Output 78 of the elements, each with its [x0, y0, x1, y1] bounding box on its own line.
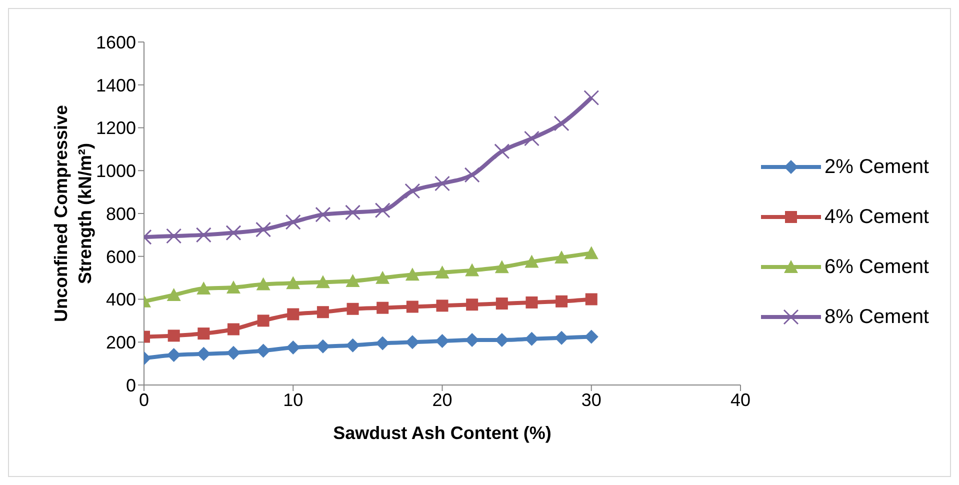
point — [376, 336, 390, 350]
point — [464, 167, 480, 183]
y-tick-label: 600 — [106, 246, 136, 267]
legend-label: 2% Cement — [824, 156, 929, 178]
point — [435, 334, 450, 348]
point — [406, 300, 418, 313]
x-tick-label: 40 — [730, 390, 751, 410]
y-tick-label: 200 — [106, 332, 136, 353]
point — [466, 298, 478, 311]
point — [285, 214, 301, 230]
point — [286, 276, 300, 290]
point — [287, 308, 300, 320]
y-tick-label: 400 — [106, 290, 136, 310]
point — [496, 298, 508, 310]
point — [405, 335, 420, 350]
point — [346, 274, 360, 288]
point — [315, 206, 331, 222]
point — [556, 295, 568, 308]
point — [168, 330, 180, 342]
point — [584, 330, 598, 344]
point — [405, 268, 420, 281]
point — [198, 328, 210, 340]
y-tick-label: 1400 — [96, 75, 136, 96]
legend-label: 4% Cement — [824, 206, 929, 228]
point — [494, 144, 510, 160]
point — [316, 275, 330, 288]
point — [286, 340, 300, 354]
point — [346, 338, 360, 352]
point — [345, 204, 361, 220]
point — [316, 306, 329, 318]
point — [435, 265, 450, 278]
point — [494, 260, 509, 274]
point — [374, 202, 390, 218]
point — [256, 222, 272, 238]
x-tick-label: 30 — [581, 390, 602, 410]
x-tick-label: 20 — [432, 390, 452, 410]
y-axis-title: Unconfined Compressive Strength (kN/m²) — [51, 104, 95, 322]
point — [554, 250, 569, 264]
x-axis-title: Sawdust Ash Content (%) — [333, 423, 552, 443]
point — [524, 332, 539, 346]
point — [585, 293, 598, 306]
y-tick-label: 800 — [106, 204, 136, 224]
point — [257, 314, 270, 327]
point — [526, 296, 538, 308]
point — [436, 300, 448, 312]
legend-label: 6% Cement — [824, 256, 929, 278]
y-tick-label: 1600 — [96, 32, 136, 52]
point — [376, 302, 389, 314]
point — [524, 254, 539, 268]
legend-label: 8% Cement — [824, 306, 929, 328]
x-tick-label: 10 — [283, 390, 304, 410]
x-tick-label: 0 — [138, 390, 150, 410]
point — [465, 263, 480, 276]
point — [226, 280, 240, 294]
point — [226, 346, 240, 360]
point — [584, 90, 600, 106]
y-tick-label: 1200 — [96, 118, 136, 138]
point — [227, 323, 240, 336]
point — [554, 330, 569, 345]
point — [404, 183, 420, 199]
point — [256, 344, 270, 358]
y-tick-label: 0 — [126, 375, 136, 396]
point — [346, 302, 359, 315]
point — [166, 348, 181, 362]
point — [316, 339, 330, 354]
point — [584, 246, 598, 260]
point — [256, 277, 270, 290]
point — [196, 346, 211, 361]
point — [434, 176, 450, 192]
y-tick-label: 1000 — [96, 161, 136, 182]
point — [166, 228, 182, 244]
point — [196, 227, 212, 243]
point — [226, 225, 242, 241]
point — [376, 270, 390, 284]
point — [554, 116, 570, 132]
point — [166, 288, 181, 301]
point — [196, 282, 211, 295]
point — [524, 130, 540, 146]
